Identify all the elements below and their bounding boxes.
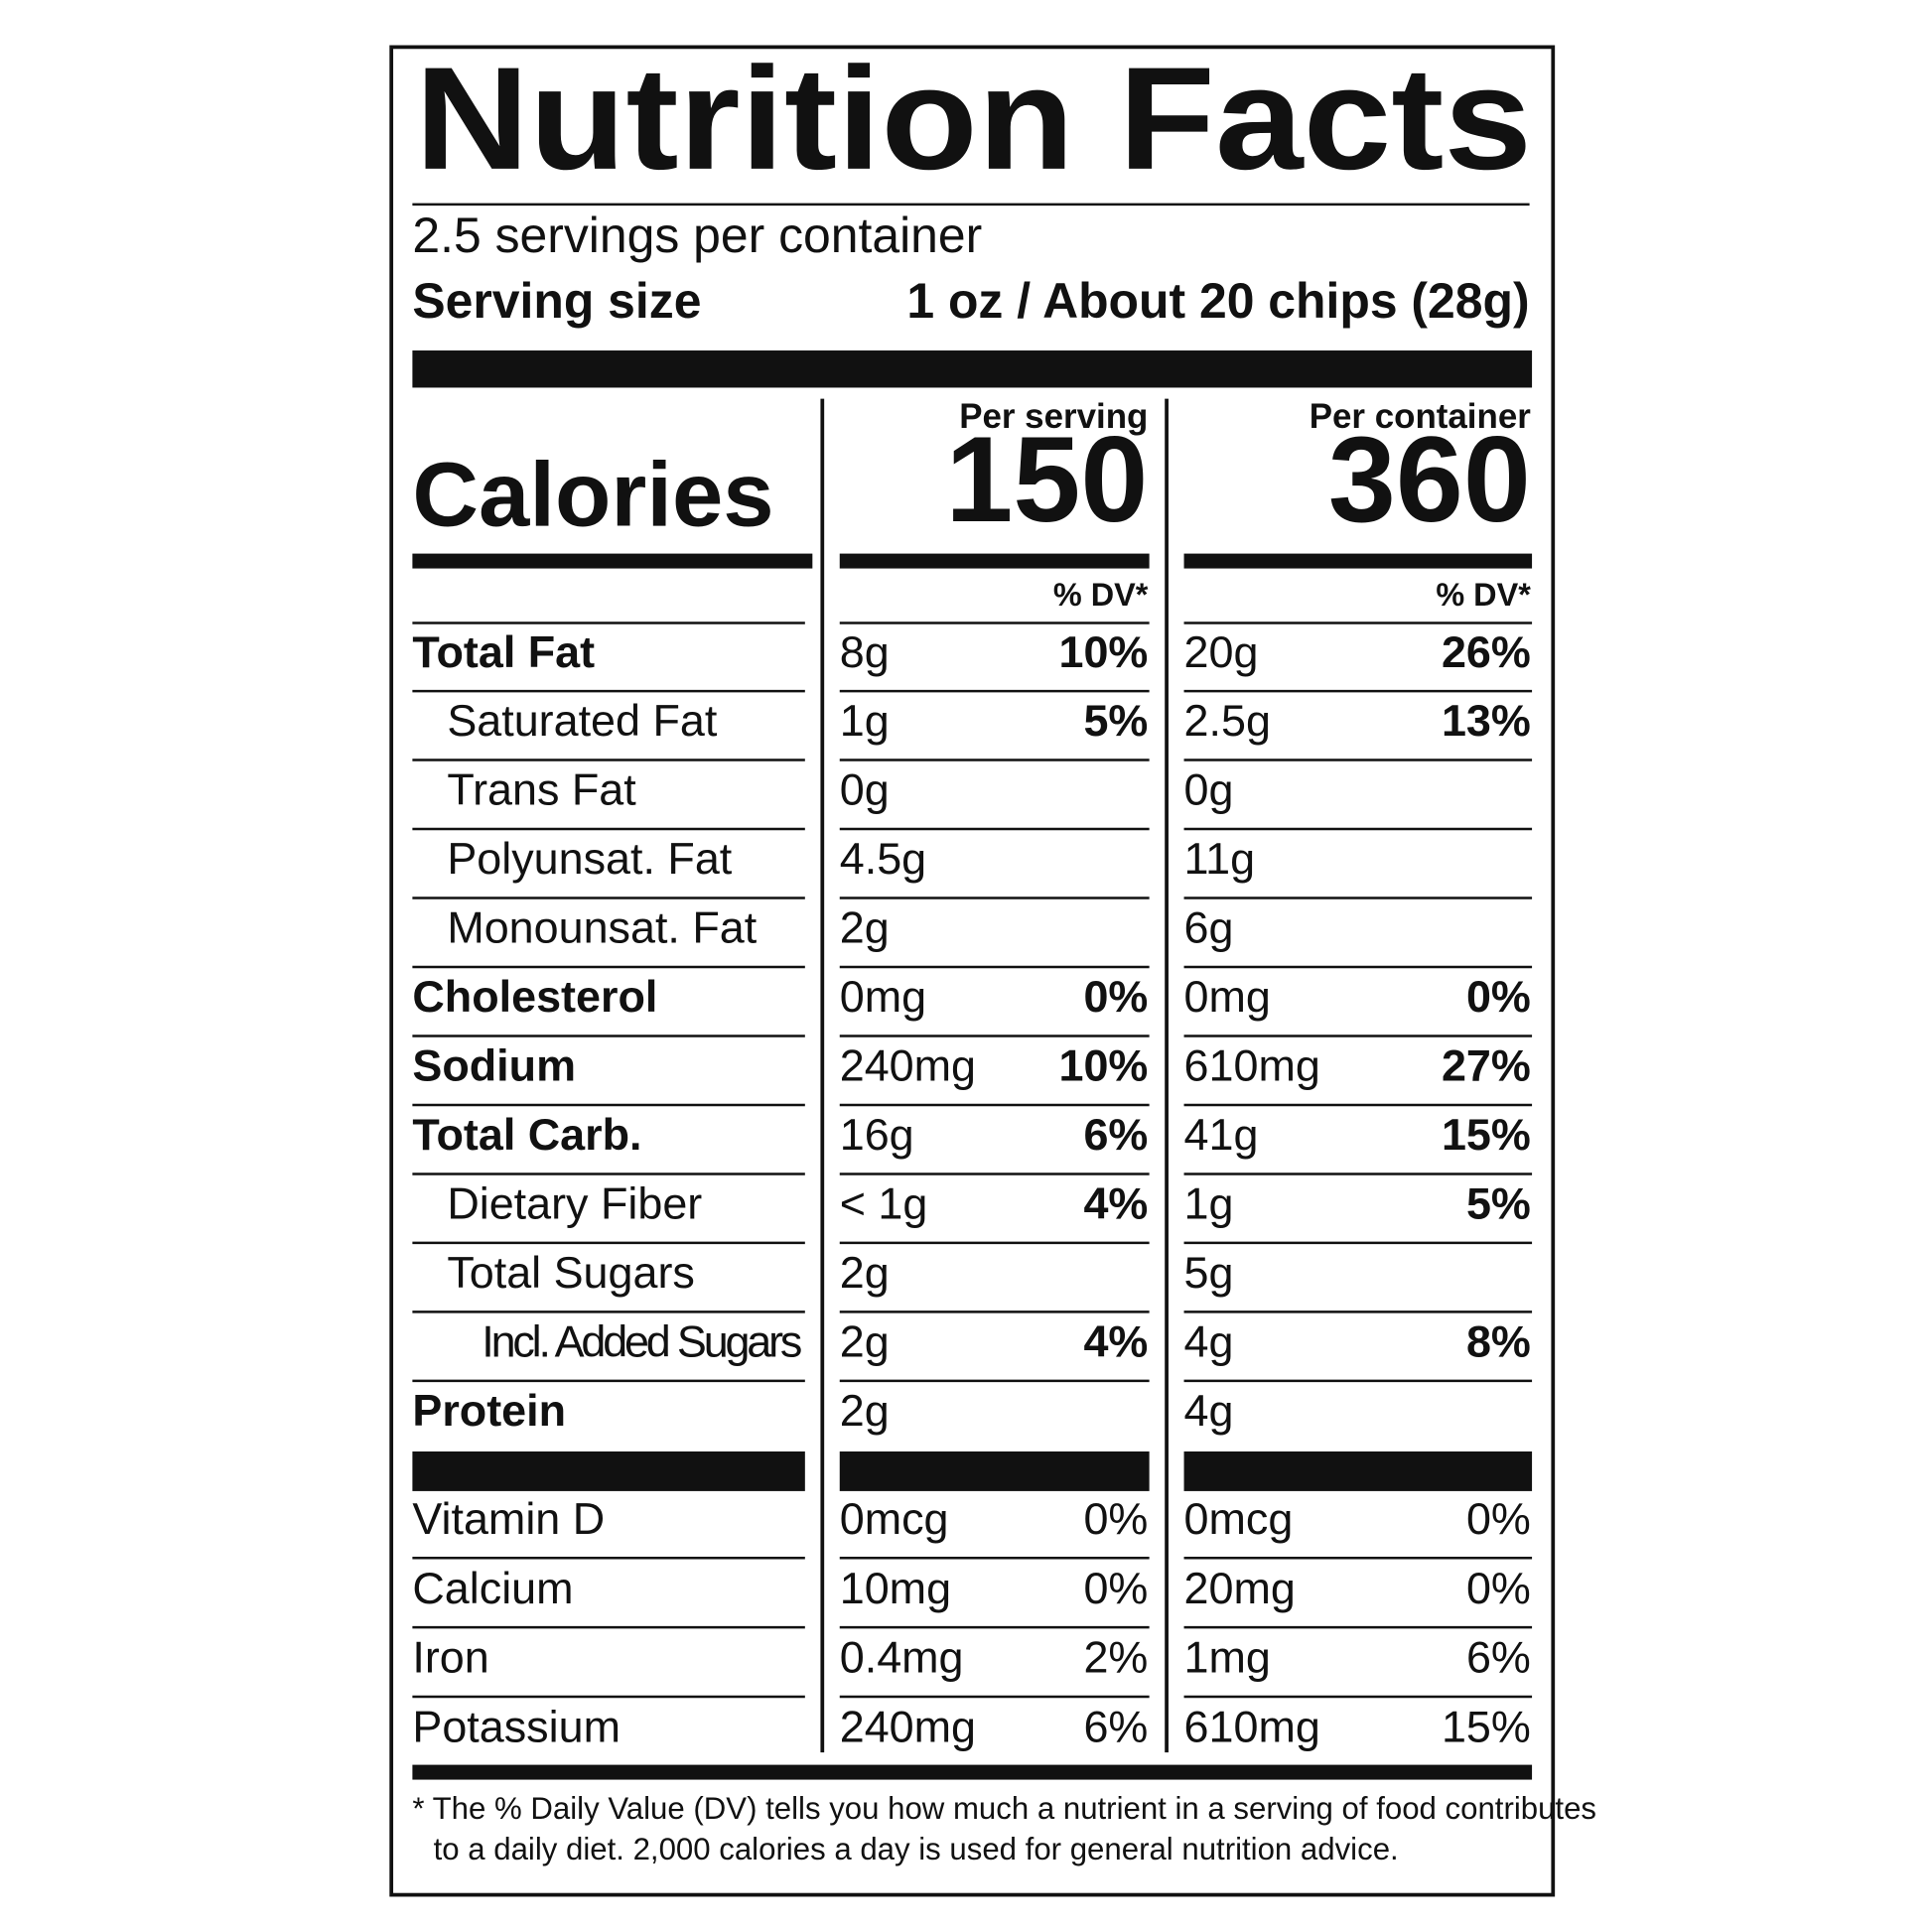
serving-size-label: Serving size bbox=[412, 273, 701, 329]
amount: 1g bbox=[840, 695, 890, 746]
daily-value: 0% bbox=[1083, 1493, 1148, 1544]
amount: 2g bbox=[840, 1316, 890, 1367]
nutrient-name: Protein bbox=[412, 1385, 566, 1436]
amount: 6g bbox=[1184, 902, 1234, 953]
amount: 0mcg bbox=[840, 1493, 949, 1544]
amount: 2g bbox=[840, 902, 890, 953]
daily-value: 0% bbox=[1083, 971, 1148, 1022]
amount: 240mg bbox=[840, 1040, 976, 1091]
nutrient-name: Dietary Fiber bbox=[447, 1178, 702, 1229]
nutrient-name: Iron bbox=[412, 1632, 488, 1683]
amount: 0.4mg bbox=[840, 1632, 964, 1683]
nutrient-name: Cholesterol bbox=[412, 971, 657, 1022]
bar bbox=[412, 1764, 1533, 1780]
daily-value: 6% bbox=[1083, 1109, 1148, 1160]
amount: 0g bbox=[840, 764, 890, 815]
amount: 8g bbox=[840, 626, 890, 677]
daily-value: 15% bbox=[1442, 1702, 1531, 1752]
serving-size-value: 1 oz / About 20 chips (28g) bbox=[906, 273, 1529, 329]
amount: 4g bbox=[1184, 1385, 1234, 1436]
amount: 0mg bbox=[1184, 971, 1271, 1022]
amount: 20mg bbox=[1184, 1563, 1296, 1613]
bar bbox=[1183, 553, 1533, 569]
bar bbox=[839, 553, 1150, 569]
amount: 610mg bbox=[1184, 1040, 1320, 1091]
amount: 2g bbox=[840, 1247, 890, 1298]
dv-header: % DV* bbox=[1436, 577, 1531, 613]
daily-value: 6% bbox=[1083, 1702, 1148, 1752]
servings: 2.5 servings per container bbox=[412, 207, 982, 263]
nutrient-name: Polyunsat. Fat bbox=[447, 833, 732, 884]
amount: 10mg bbox=[840, 1563, 951, 1613]
per-serving-label: Per serving bbox=[959, 397, 1148, 436]
daily-value: 4% bbox=[1083, 1316, 1148, 1367]
amount: 0mg bbox=[840, 971, 926, 1022]
thick-bar bbox=[412, 350, 1533, 388]
bar bbox=[412, 1450, 805, 1491]
amount: < 1g bbox=[840, 1178, 928, 1229]
nutrient-name: Total Carb. bbox=[412, 1109, 641, 1160]
daily-value: 5% bbox=[1466, 1178, 1531, 1229]
amount: 4.5g bbox=[840, 833, 926, 884]
nutrient-name: Total Fat bbox=[412, 626, 595, 677]
amount: 0mcg bbox=[1184, 1493, 1294, 1544]
nutrient-name: Total Sugars bbox=[447, 1247, 695, 1298]
amount: 4g bbox=[1184, 1316, 1234, 1367]
nutrient-name: Potassium bbox=[412, 1702, 621, 1752]
amount: 5g bbox=[1184, 1247, 1234, 1298]
daily-value: 27% bbox=[1442, 1040, 1531, 1091]
amount: 1g bbox=[1184, 1178, 1234, 1229]
nutrient-name: Incl. Added Sugars bbox=[482, 1316, 802, 1367]
bar bbox=[412, 553, 813, 569]
amount: 0g bbox=[1184, 764, 1234, 815]
bar bbox=[839, 1450, 1150, 1491]
daily-value: 8% bbox=[1466, 1316, 1531, 1367]
amount: 2.5g bbox=[1184, 695, 1271, 746]
daily-value: 26% bbox=[1442, 626, 1531, 677]
daily-value: 10% bbox=[1059, 1040, 1149, 1091]
daily-value: 10% bbox=[1059, 626, 1149, 677]
calories-per-serving: 150 bbox=[945, 411, 1148, 547]
calories-label: Calories bbox=[412, 443, 773, 546]
daily-value: 0% bbox=[1466, 971, 1531, 1022]
daily-value: 2% bbox=[1083, 1632, 1148, 1683]
footnote: to a daily diet. 2,000 calories a day is… bbox=[434, 1832, 1399, 1866]
amount: 240mg bbox=[840, 1702, 976, 1752]
amount: 2g bbox=[840, 1385, 890, 1436]
daily-value: 5% bbox=[1083, 695, 1148, 746]
nutrient-name: Calcium bbox=[412, 1563, 573, 1613]
daily-value: 4% bbox=[1083, 1178, 1148, 1229]
dv-header: % DV* bbox=[1053, 577, 1149, 613]
amount: 11g bbox=[1184, 833, 1256, 884]
calories-per-container: 360 bbox=[1328, 411, 1531, 547]
nutrient-name: Trans Fat bbox=[447, 764, 636, 815]
nutrient-name: Monounsat. Fat bbox=[447, 902, 757, 953]
title: Nutrition Facts bbox=[415, 38, 1532, 201]
daily-value: 0% bbox=[1466, 1563, 1531, 1613]
daily-value: 6% bbox=[1466, 1632, 1531, 1683]
daily-value: 0% bbox=[1083, 1563, 1148, 1613]
nutrient-name: Sodium bbox=[412, 1040, 576, 1091]
daily-value: 13% bbox=[1442, 695, 1531, 746]
footnote: * The % Daily Value (DV) tells you how m… bbox=[412, 1791, 1596, 1826]
nutrient-name: Saturated Fat bbox=[447, 695, 718, 746]
nutrient-name: Vitamin D bbox=[412, 1493, 605, 1544]
per-container-label: Per container bbox=[1310, 397, 1532, 436]
daily-value: 0% bbox=[1466, 1493, 1531, 1544]
amount: 20g bbox=[1184, 626, 1259, 677]
amount: 41g bbox=[1184, 1109, 1259, 1160]
amount: 610mg bbox=[1184, 1702, 1320, 1752]
bar bbox=[1183, 1450, 1533, 1491]
amount: 1mg bbox=[1184, 1632, 1271, 1683]
amount: 16g bbox=[840, 1109, 914, 1160]
daily-value: 15% bbox=[1442, 1109, 1531, 1160]
